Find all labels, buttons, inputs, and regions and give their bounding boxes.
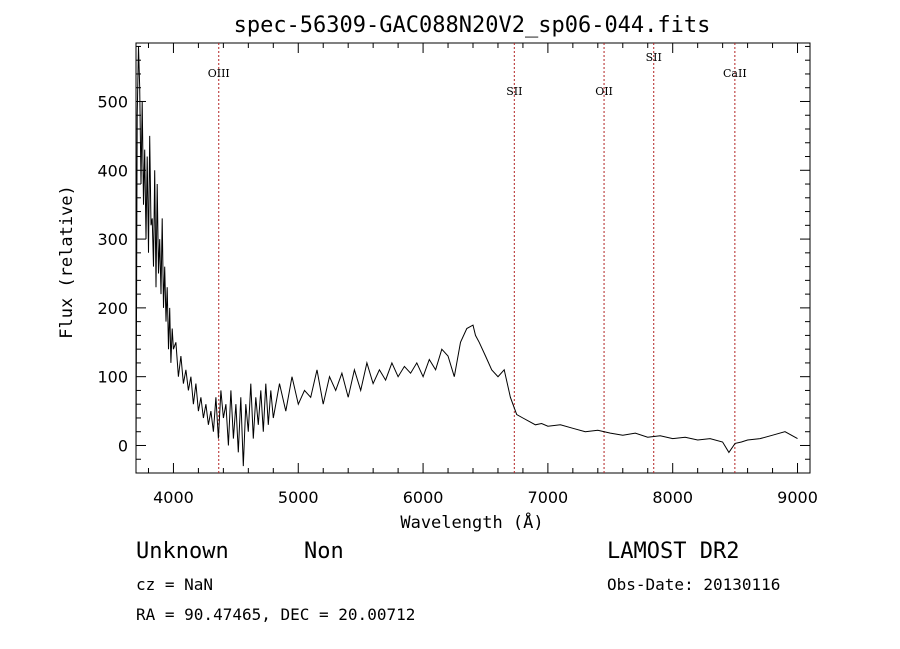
line-marker-label: CaII — [723, 67, 747, 80]
y-axis-label: Flux (relative) — [57, 185, 77, 339]
classification-text: Unknown — [136, 539, 229, 564]
x-tick-label: 6000 — [403, 488, 444, 507]
y-tick-label: 200 — [97, 299, 128, 318]
y-tick-label: 400 — [97, 161, 128, 180]
coords-text: RA = 90.47465, DEC = 20.00712 — [136, 605, 415, 624]
line-marker-label: SII — [506, 85, 522, 98]
line-marker-label: OIII — [208, 67, 230, 80]
y-tick-label: 300 — [97, 230, 128, 249]
plot-frame — [135, 42, 811, 474]
obs-date-text: Obs-Date: 20130116 — [607, 575, 780, 594]
y-tick-label: 500 — [97, 92, 128, 111]
x-tick-label: 8000 — [652, 488, 693, 507]
x-tick-label: 5000 — [278, 488, 319, 507]
cz-text: cz = NaN — [136, 575, 213, 594]
line-marker-label: SII — [646, 51, 662, 64]
subclass-text: Non — [304, 539, 344, 564]
survey-text: LAMOST DR2 — [607, 539, 739, 564]
y-tick-label: 100 — [97, 368, 128, 387]
y-axis: 0 100 200 300 400 500 — [97, 45, 810, 460]
spectrum-line — [135, 46, 798, 467]
x-tick-label: 9000 — [777, 488, 818, 507]
x-axis-label: Wavelength (Å) — [400, 511, 543, 533]
x-tick-label: 4000 — [153, 488, 194, 507]
line-marker-label: OII — [595, 85, 613, 98]
spectral-line-markers: OIII SII OII SII CaII — [208, 43, 747, 473]
x-tick-label: 7000 — [528, 488, 569, 507]
y-tick-label: 0 — [118, 436, 128, 455]
x-axis: 4000 5000 6000 7000 8000 9000 — [147, 43, 818, 507]
chart-title: spec-56309-GAC088N20V2_sp06-044.fits — [234, 13, 711, 38]
